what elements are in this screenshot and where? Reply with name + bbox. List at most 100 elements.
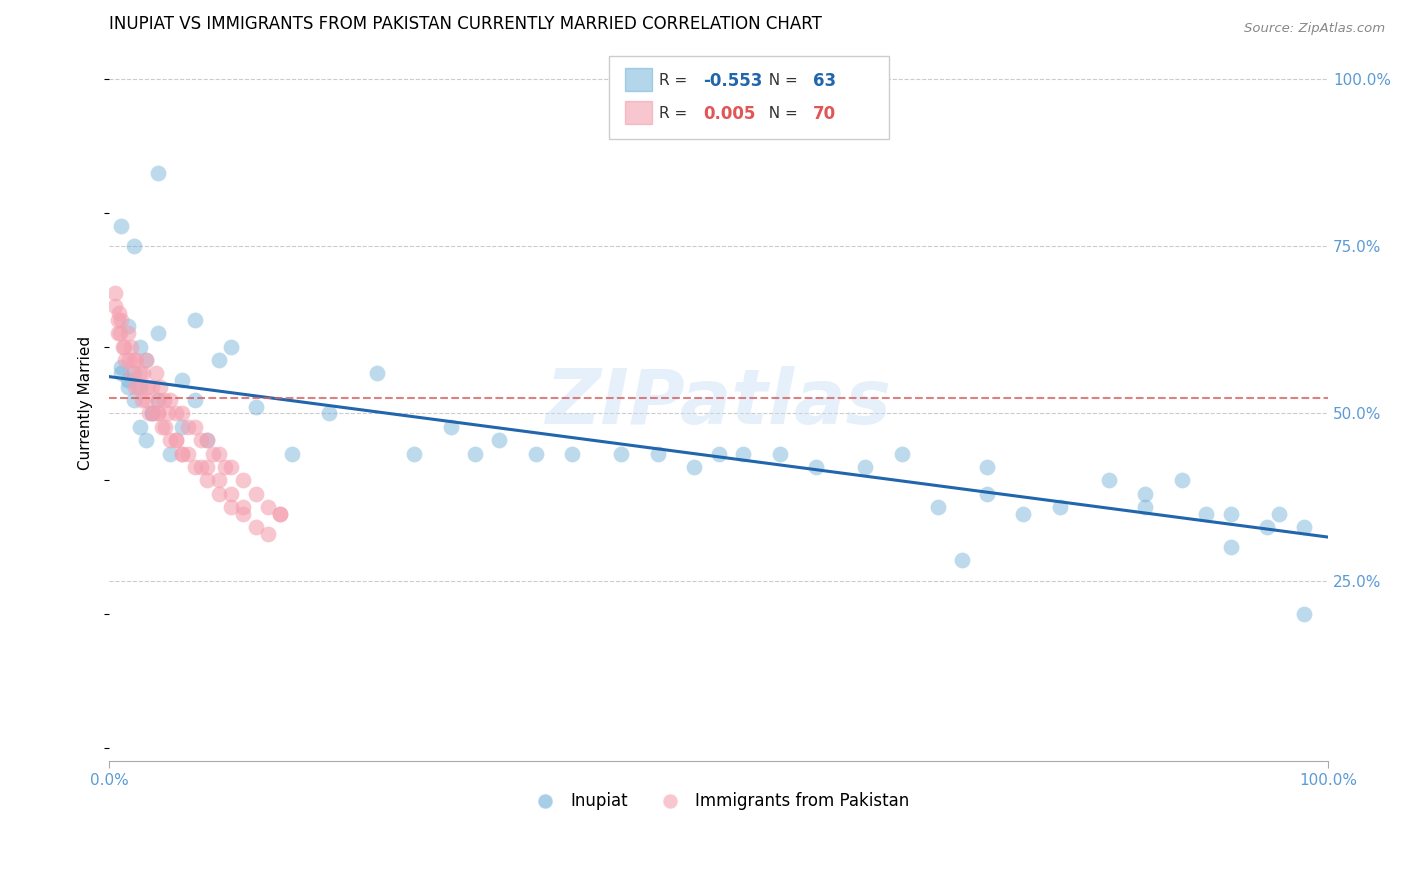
Point bbox=[141, 406, 163, 420]
Point bbox=[110, 359, 132, 374]
Point bbox=[1135, 486, 1157, 500]
Point bbox=[141, 406, 163, 420]
Point bbox=[146, 326, 169, 341]
Point bbox=[165, 433, 187, 447]
Point bbox=[195, 459, 218, 474]
FancyBboxPatch shape bbox=[609, 56, 890, 138]
Point bbox=[208, 446, 231, 460]
Point bbox=[108, 306, 131, 320]
Text: N =: N = bbox=[759, 73, 803, 88]
Point bbox=[195, 433, 218, 447]
Point bbox=[976, 486, 998, 500]
Point bbox=[120, 339, 142, 353]
Point bbox=[195, 473, 218, 487]
Point bbox=[121, 366, 143, 380]
Point bbox=[245, 520, 267, 534]
Point bbox=[195, 433, 218, 447]
Point bbox=[927, 500, 949, 514]
Legend: Inupiat, Immigrants from Pakistan: Inupiat, Immigrants from Pakistan bbox=[522, 786, 915, 817]
Text: Source: ZipAtlas.com: Source: ZipAtlas.com bbox=[1244, 22, 1385, 36]
Point bbox=[318, 406, 340, 420]
Point bbox=[683, 459, 706, 474]
Point bbox=[172, 406, 194, 420]
Point bbox=[138, 406, 160, 420]
Point bbox=[201, 446, 224, 460]
Point bbox=[1219, 507, 1241, 521]
Point bbox=[118, 352, 141, 367]
Point bbox=[177, 419, 200, 434]
Point bbox=[122, 239, 145, 253]
Point bbox=[159, 392, 181, 407]
Point bbox=[366, 366, 388, 380]
Text: -0.553: -0.553 bbox=[703, 71, 762, 90]
Bar bbox=[624, 68, 651, 91]
Text: 0.005: 0.005 bbox=[703, 104, 755, 122]
Point bbox=[165, 433, 187, 447]
Point bbox=[245, 486, 267, 500]
Point bbox=[1219, 540, 1241, 554]
Point bbox=[117, 319, 139, 334]
Point bbox=[1292, 607, 1315, 621]
Point bbox=[124, 379, 146, 393]
Point bbox=[647, 446, 669, 460]
Point bbox=[177, 446, 200, 460]
Point bbox=[125, 352, 148, 367]
Point bbox=[136, 379, 159, 393]
Point bbox=[131, 392, 153, 407]
Point bbox=[141, 379, 163, 393]
Point bbox=[524, 446, 547, 460]
Point bbox=[135, 433, 157, 447]
Point bbox=[488, 433, 510, 447]
Point bbox=[1171, 473, 1194, 487]
Point bbox=[952, 553, 974, 567]
Point bbox=[111, 339, 134, 353]
Point bbox=[172, 373, 194, 387]
Point bbox=[190, 433, 212, 447]
Point bbox=[146, 166, 169, 180]
Text: INUPIAT VS IMMIGRANTS FROM PAKISTAN CURRENTLY MARRIED CORRELATION CHART: INUPIAT VS IMMIGRANTS FROM PAKISTAN CURR… bbox=[110, 15, 823, 33]
Point bbox=[114, 352, 136, 367]
Point bbox=[165, 406, 187, 420]
Point bbox=[1012, 507, 1035, 521]
Point bbox=[135, 352, 157, 367]
Point bbox=[172, 419, 194, 434]
Point bbox=[142, 406, 165, 420]
Point bbox=[1292, 520, 1315, 534]
Point bbox=[183, 459, 205, 474]
Point bbox=[219, 486, 242, 500]
Point bbox=[153, 392, 176, 407]
Y-axis label: Currently Married: Currently Married bbox=[79, 336, 93, 470]
Point bbox=[172, 446, 194, 460]
Point bbox=[110, 366, 132, 380]
Point bbox=[159, 446, 181, 460]
Point bbox=[117, 379, 139, 393]
Point bbox=[707, 446, 730, 460]
Point bbox=[128, 339, 150, 353]
Point bbox=[1049, 500, 1071, 514]
Point bbox=[145, 366, 167, 380]
Point bbox=[150, 419, 173, 434]
Point bbox=[132, 366, 155, 380]
Point bbox=[214, 459, 236, 474]
Point bbox=[122, 366, 145, 380]
Point bbox=[146, 406, 169, 420]
Point bbox=[245, 400, 267, 414]
Point bbox=[610, 446, 633, 460]
Point bbox=[208, 486, 231, 500]
Point bbox=[208, 473, 231, 487]
Point bbox=[281, 446, 304, 460]
Point bbox=[853, 459, 876, 474]
Point bbox=[769, 446, 792, 460]
Point bbox=[232, 507, 254, 521]
Point bbox=[108, 326, 131, 341]
Point bbox=[219, 339, 242, 353]
Point bbox=[561, 446, 583, 460]
Point bbox=[107, 313, 129, 327]
Point bbox=[208, 352, 231, 367]
Point bbox=[402, 446, 425, 460]
Point bbox=[1256, 520, 1278, 534]
Text: 70: 70 bbox=[813, 104, 835, 122]
Text: R =: R = bbox=[659, 106, 692, 121]
Point bbox=[117, 373, 139, 387]
Text: ZIPatlas: ZIPatlas bbox=[546, 367, 891, 441]
